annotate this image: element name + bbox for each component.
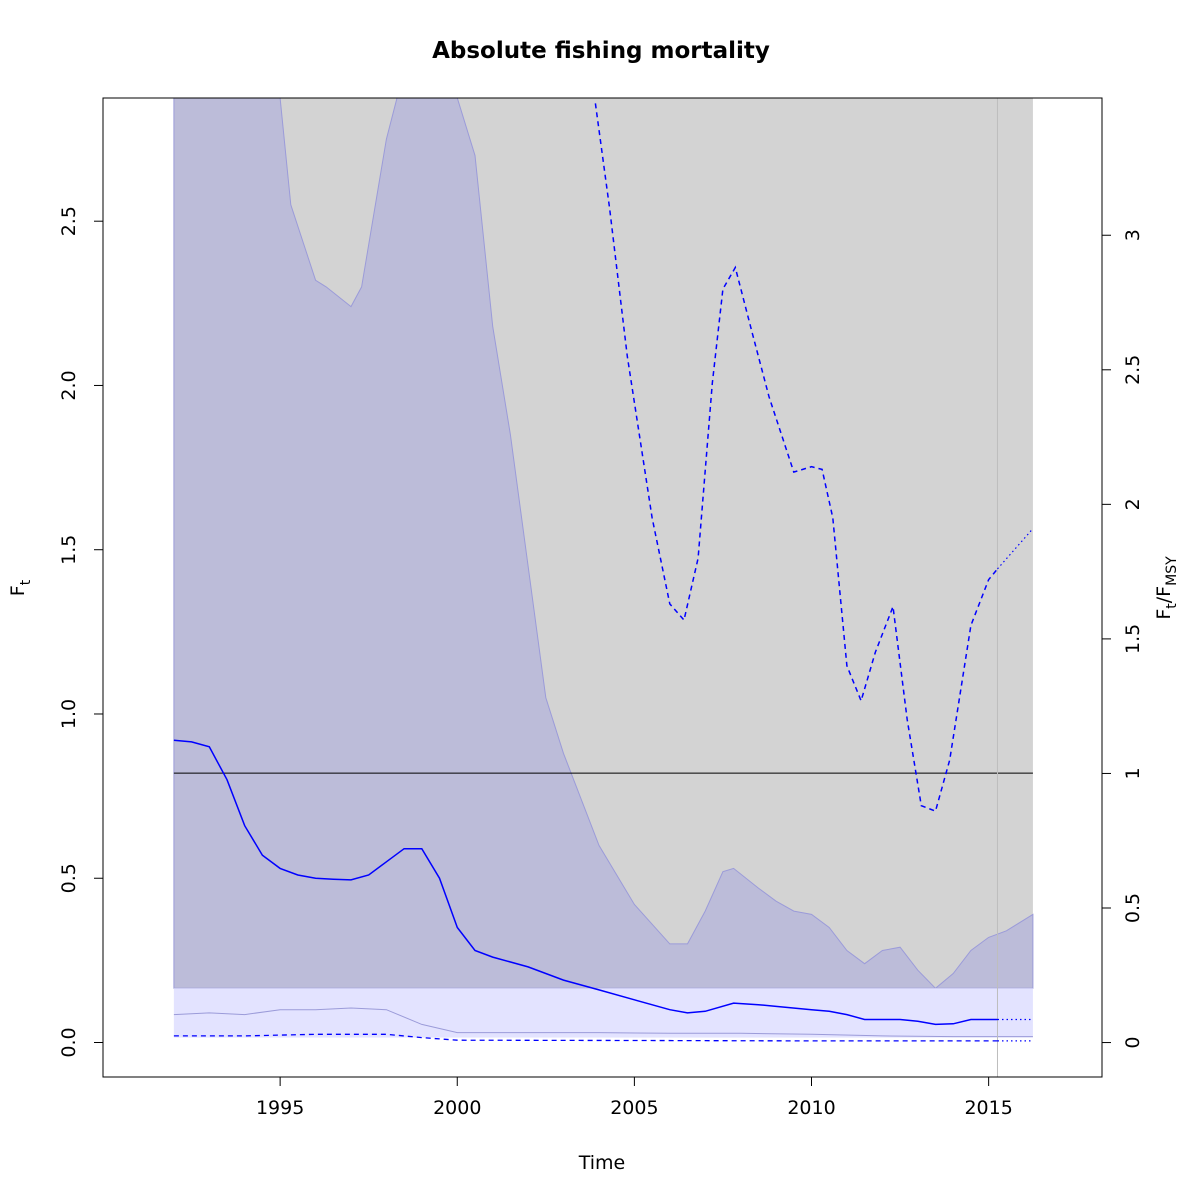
y2-tick-label: 1 xyxy=(1122,767,1144,779)
ci-lower-edge xyxy=(173,1007,1033,1038)
y-tick-label: 2.0 xyxy=(58,370,80,400)
y2-label-fmsy: F xyxy=(1153,586,1175,597)
y-tick-label: 0.0 xyxy=(58,1027,80,1057)
y2-axis-label: Ft/FMSY xyxy=(1153,556,1180,620)
x-tick-label: 1995 xyxy=(256,1097,304,1119)
y2-tick-label: 2 xyxy=(1122,498,1144,510)
y2-label-sep: / xyxy=(1153,596,1175,603)
y2-label-f-sub: t xyxy=(1164,603,1180,609)
y2-tick-label: 0 xyxy=(1122,1037,1144,1049)
x-tick-label: 2000 xyxy=(433,1097,481,1119)
x-axis: 1995 2000 2005 2010 2015 xyxy=(256,1076,1013,1119)
y2-label-fmsy-sub: MSY xyxy=(1164,556,1180,586)
y2-tick-label: 2.5 xyxy=(1122,355,1144,385)
ci-band xyxy=(173,98,1034,989)
y-axis-right: 0 0.5 1 1.5 2 2.5 3 xyxy=(1101,229,1144,1049)
y-tick-label: 0.5 xyxy=(58,863,80,893)
y2-tick-label: 1.5 xyxy=(1122,624,1144,654)
y2-tick-label: 0.5 xyxy=(1122,893,1144,923)
series-f-estimate xyxy=(173,739,998,1026)
plot-area xyxy=(173,98,1034,1077)
series-ratio-ffmsy xyxy=(594,103,999,813)
x-tick-label: 2010 xyxy=(787,1097,835,1119)
x-axis-label: Time xyxy=(578,1152,626,1174)
lower-band xyxy=(173,988,1033,1038)
x-tick-label: 2015 xyxy=(964,1097,1012,1119)
y2-tick-label: 3 xyxy=(1122,229,1144,241)
y-tick-label: 1.5 xyxy=(58,535,80,565)
series-lower-dashed xyxy=(173,1033,998,1042)
y-axis-label-sub: t xyxy=(18,579,34,585)
y-axis-left: 0.0 0.5 1.0 1.5 2.0 2.5 xyxy=(58,206,104,1058)
y-axis-label: Ft xyxy=(7,579,34,596)
y-tick-label: 2.5 xyxy=(58,206,80,236)
x-tick-label: 2005 xyxy=(610,1097,658,1119)
y-tick-label: 1.0 xyxy=(58,699,80,729)
y2-label-f: F xyxy=(1153,609,1175,620)
chart-title: Absolute fishing mortality xyxy=(432,38,770,64)
y-axis-label-main: F xyxy=(7,585,29,596)
